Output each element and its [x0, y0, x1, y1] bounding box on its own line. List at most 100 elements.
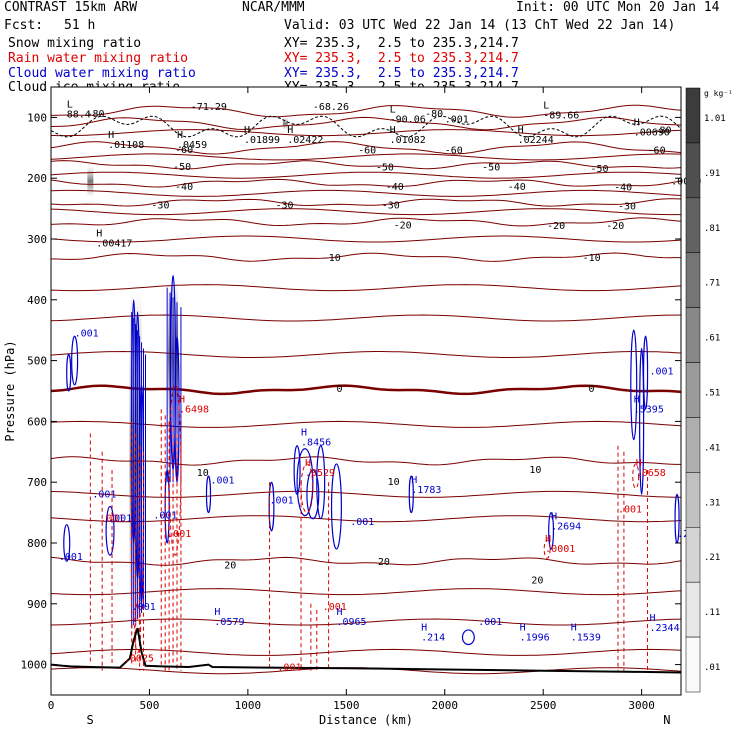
isotherm-line	[50, 178, 682, 188]
y-tick-label: 400	[27, 294, 47, 307]
isotherm-label: -10	[323, 253, 341, 264]
snow-extremum-label: -68.26	[313, 102, 349, 113]
cloud-water-contour	[642, 335, 649, 410]
cloud-water-contour	[205, 475, 212, 514]
isotherm-line	[50, 515, 682, 523]
rain-extremum-label-marker: H	[636, 458, 642, 469]
snow-extremum-label: .01899	[244, 135, 280, 146]
cloud-water-extremum-label: .001	[153, 511, 177, 522]
snow-extremum-label: -90.06	[390, 114, 426, 125]
isotherm-line	[50, 104, 682, 118]
cloud-water-extremum-label: .0579	[214, 617, 244, 628]
cloud-water-extremum-label: .1996	[520, 632, 550, 643]
cloud-water-extremum-label: .001	[132, 602, 156, 613]
isotherm-line	[50, 350, 682, 358]
isotherm-label: -30	[151, 200, 169, 211]
snow-extremum-label: .01108	[108, 140, 144, 151]
isotherm-label: 10	[529, 465, 541, 476]
field-xy-rain: XY= 235.3, 2.5 to 235.3,214.7	[284, 51, 519, 66]
colorbar-segment	[685, 417, 701, 473]
x-tick-label: 1500	[333, 699, 360, 712]
cloud-water-extremum-label: .214	[421, 632, 445, 643]
x-tick-label: 3000	[628, 699, 655, 712]
cloud-water-extremum-label: .2344	[650, 623, 680, 634]
isotherm-line	[50, 420, 682, 428]
cloud-water-contour	[630, 329, 638, 441]
isotherm-line	[50, 314, 682, 322]
colorbar-segment	[685, 142, 701, 199]
isotherm-line	[50, 384, 682, 396]
isotherm-line	[50, 208, 681, 216]
y-axis-title: Pressure (hPa)	[3, 340, 17, 441]
isotherm-line	[50, 129, 682, 137]
isotherm-line	[50, 189, 682, 197]
y-tick-label: 800	[27, 537, 47, 550]
colorbar-segment	[685, 362, 701, 418]
rain-extremum-label: .0001	[545, 544, 575, 555]
cloud-water-extremum-label: .001	[650, 367, 674, 378]
terrain-line	[50, 627, 682, 674]
y-tick-label: 500	[27, 355, 47, 368]
rain-extremum-label: .001	[100, 514, 124, 525]
y-tick-label: 100	[27, 111, 47, 124]
cloud-water-extremum-label-marker: H	[411, 475, 417, 486]
cloud-water-contour	[105, 505, 115, 556]
cloud-water-extremum-label: .1783	[411, 485, 441, 496]
colorbar-tick-label: .01	[704, 663, 720, 673]
isotherm-label: -50	[173, 162, 191, 173]
cloud-water-contour	[296, 448, 314, 517]
snow-extremum-label: -89.66	[543, 111, 579, 122]
rain-contour-layer	[89, 384, 649, 671]
rain-contour	[632, 463, 640, 489]
x-axis-title: Distance (km)	[319, 713, 413, 727]
header: CONTRAST 15km ARW NCAR/MMM Init: 00 UTC …	[0, 0, 740, 95]
cloud-water-extremum-label-marker: H	[214, 607, 220, 618]
isotherm-label: 0	[336, 384, 342, 395]
init-time: Init: 00 UTC Mon 20 Jan 14	[516, 0, 720, 15]
isotherm-label: -80	[86, 109, 104, 120]
cloud-water-extremum-label: .8456	[301, 438, 331, 449]
isotherm-line	[50, 618, 682, 626]
isotherm-label: -40	[175, 182, 193, 193]
rain-extremum-label-marker: H	[545, 534, 551, 545]
rain-extremum-label: .6498	[179, 404, 209, 415]
cloud-water-extremum-label-marker: H	[301, 428, 307, 439]
y-tick-label: 300	[27, 233, 47, 246]
snow-extremum-label: .00690	[634, 128, 670, 139]
colorbar: 1.01 .91 .81 .71 .61 .51 .41 .31 .21 .11 .01 g kg⁻¹	[685, 87, 733, 693]
isotherm-line	[50, 116, 682, 131]
isotherm-line	[50, 198, 682, 207]
colorbar-segment	[685, 636, 701, 693]
isotherm-label: -20	[547, 221, 565, 232]
colorbar-unit: g kg⁻¹	[704, 89, 733, 98]
isotherm-line	[50, 556, 682, 566]
rain-extremum-label-marker: H	[305, 458, 311, 469]
isotherm-label: 20	[378, 557, 390, 568]
contour-labels-layer: L88.4-71.29 -68.26 L-90.06.001L-89.66H.011…	[59, 99, 701, 673]
snow-shade-column	[282, 117, 288, 130]
colorbar-segment	[685, 307, 701, 363]
y-tick-label: 900	[27, 598, 47, 611]
colorbar-segment	[685, 87, 701, 144]
isotherm-label: -20	[606, 221, 624, 232]
isotherm-label: -40	[508, 182, 526, 193]
snow-extremum-label: .00417	[96, 238, 132, 249]
isotherm-label: -30	[382, 200, 400, 211]
cloud-water-extremum-label: .5395	[634, 404, 664, 415]
cloud-water-extremum-label-marker: H	[421, 622, 427, 633]
snow-extremum-label: .02422	[287, 135, 323, 146]
snow-extremum-label: .01082	[390, 135, 426, 146]
cloud-water-contour	[293, 445, 301, 495]
snow-extremum-label: .0459	[177, 140, 207, 151]
y-tick-label: 1000	[21, 659, 48, 672]
field-name-cloud-water: Cloud water mixing ratio	[8, 66, 196, 81]
isotherm-label: 0	[588, 384, 594, 395]
colorbar-tick-label: .61	[704, 334, 720, 344]
isotherm-line	[50, 235, 682, 243]
rain-extremum-label-marker: H	[179, 394, 185, 405]
isotherm-label: -60	[648, 146, 666, 157]
snow-extremum-label: .001	[445, 114, 469, 125]
colorbar-tick-label: .41	[704, 443, 720, 453]
cloud-water-contour	[408, 475, 414, 514]
snow-extremum-label: -71.29	[191, 102, 227, 113]
